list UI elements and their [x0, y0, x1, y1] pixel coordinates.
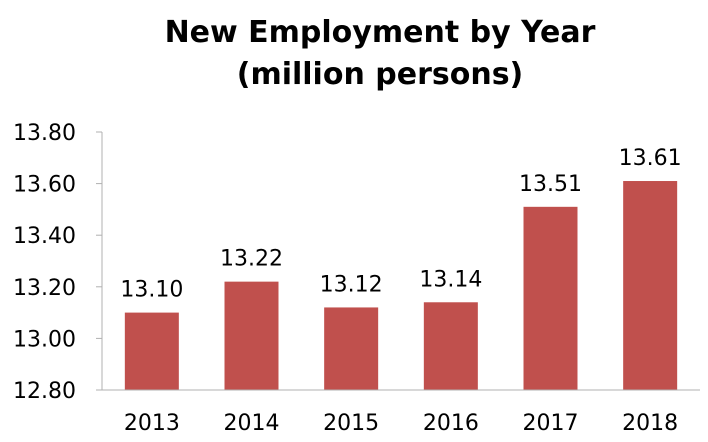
data-labels: 13.10 13.22 13.12 13.14 13.51 13.61	[120, 146, 681, 303]
y-tick-label: 13.20	[13, 276, 76, 301]
bar-series	[124, 181, 678, 390]
y-axis-ticks: 12.80 13.00 13.20 13.40 13.60 13.80	[13, 121, 102, 404]
y-tick-label: 13.60	[13, 173, 76, 198]
data-label-2014: 13.22	[220, 247, 283, 272]
y-tick-label: 13.80	[13, 121, 76, 146]
y-tick-label: 12.80	[13, 379, 76, 404]
x-tick-label: 2018	[622, 411, 678, 436]
y-tick-label: 13.40	[13, 224, 76, 249]
data-label-2013: 13.10	[120, 278, 183, 303]
bar-2018	[623, 181, 678, 390]
x-axis-labels: 2013 2014 2015 2016 2017 2018	[124, 411, 678, 436]
bar-2014	[224, 281, 279, 390]
y-tick-label: 13.00	[13, 327, 76, 352]
data-label-2017: 13.51	[519, 172, 582, 197]
bar-2017	[523, 206, 578, 390]
x-tick-label: 2013	[124, 411, 180, 436]
x-tick-label: 2016	[423, 411, 479, 436]
bar-2016	[423, 302, 478, 390]
x-tick-label: 2015	[323, 411, 379, 436]
data-label-2015: 13.12	[320, 272, 383, 297]
x-tick-label: 2014	[224, 411, 280, 436]
x-tick-label: 2017	[523, 411, 579, 436]
data-label-2016: 13.14	[419, 267, 482, 292]
bar-2013	[124, 312, 179, 390]
bar-2015	[324, 307, 379, 390]
chart-title: New Employment by Year	[165, 15, 596, 50]
data-label-2018: 13.61	[619, 146, 682, 171]
chart-subtitle: (million persons)	[237, 57, 524, 92]
